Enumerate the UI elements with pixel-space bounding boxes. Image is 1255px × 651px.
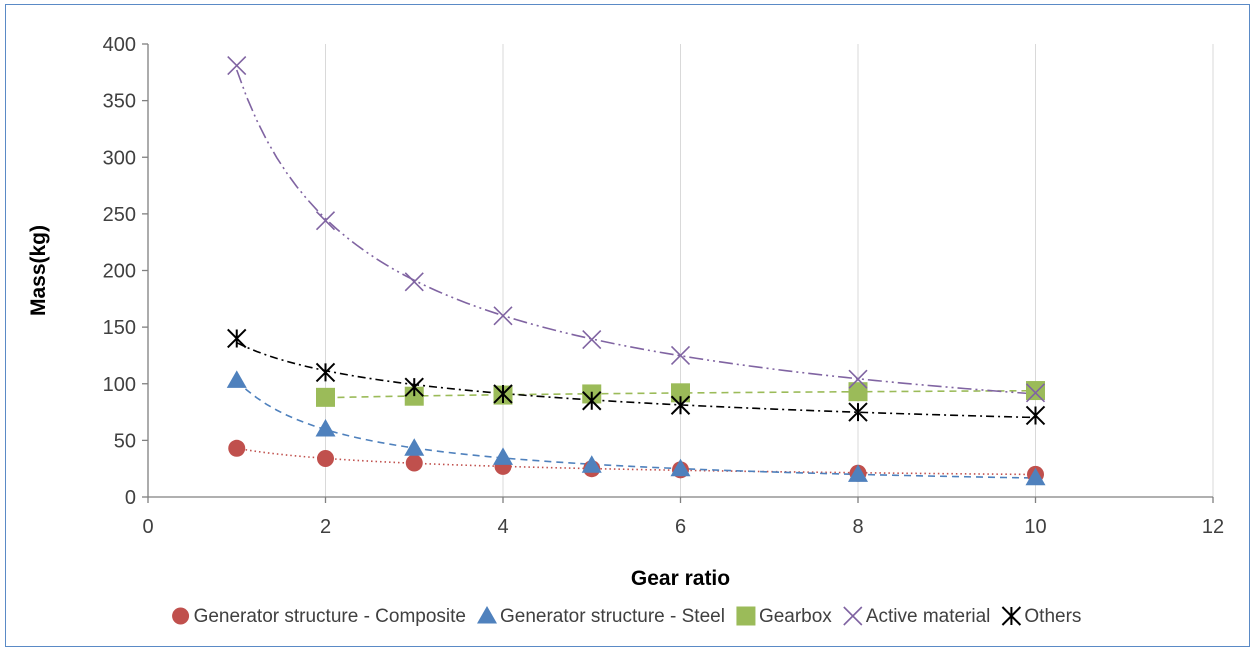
- legend-item-4: Others: [1001, 606, 1081, 627]
- y-tick-label: 300: [103, 147, 136, 169]
- x-tick-label: 12: [1202, 516, 1224, 538]
- data-point-series-3: [1025, 383, 1046, 403]
- data-point-series-2: [316, 387, 335, 407]
- trendlines: [235, 69, 1036, 479]
- data-point-series-3: [227, 55, 247, 76]
- legend-item-0: Generator structure - Composite: [172, 606, 466, 627]
- y-tick-label: 350: [103, 91, 136, 113]
- data-point-series-1: [404, 438, 425, 456]
- x-tick-label: 0: [142, 516, 153, 538]
- data-point-series-1: [1025, 467, 1046, 486]
- data-point-series-4: [493, 384, 513, 404]
- legend-marker-4: [1001, 606, 1022, 626]
- legend-item-1: Generator structure - Steel: [477, 606, 725, 627]
- legend-marker-0: [172, 607, 190, 625]
- data-point-series-3: [848, 369, 868, 389]
- data-point-series-0: [228, 439, 246, 457]
- trendline-series-2: [325, 389, 1036, 399]
- legend-item-2: Gearbox: [736, 606, 832, 627]
- data-point-series-1: [581, 455, 602, 473]
- x-tick-label: 4: [497, 516, 508, 538]
- legend-label: Generator structure - Steel: [500, 606, 725, 627]
- legend-marker-1: [477, 606, 498, 624]
- legend-label: Gearbox: [759, 606, 832, 627]
- data-point-series-0: [317, 449, 334, 467]
- data-point-series-0: [405, 454, 423, 472]
- x-tick-label: 6: [675, 516, 686, 538]
- legend-label: Active material: [866, 606, 991, 627]
- trendline-series-3: [235, 69, 1036, 395]
- x-axis-title: Gear ratio: [631, 567, 730, 590]
- data-point-series-4: [582, 391, 602, 411]
- data-point-series-2: [671, 383, 690, 403]
- data-point-series-1: [670, 458, 691, 477]
- data-point-series-4: [848, 402, 868, 422]
- y-axis-title: Mass(kg): [27, 225, 50, 316]
- y-tick-label: 150: [103, 317, 136, 339]
- chart-frame: [5, 4, 1250, 647]
- x-tick-label: 8: [852, 516, 863, 538]
- grid-lines: [325, 44, 1214, 497]
- trendline-series-1: [236, 379, 1036, 479]
- data-point-series-2: [1026, 381, 1045, 401]
- y-tick-label: 200: [103, 261, 136, 283]
- legend-marker-2: [736, 606, 756, 626]
- data-point-series-3: [670, 345, 691, 366]
- y-tick-label: 100: [103, 374, 136, 396]
- data-point-series-1: [848, 464, 868, 482]
- y-tick-label: 0: [125, 487, 136, 509]
- x-tick-label: 10: [1024, 516, 1046, 538]
- legend-label: Generator structure - Composite: [194, 606, 466, 627]
- data-points: [226, 55, 1046, 486]
- trendline-series-4: [236, 341, 1036, 419]
- legend-item-3: Active material: [843, 606, 991, 627]
- data-point-series-1: [493, 447, 513, 465]
- data-point-series-4: [1025, 405, 1046, 426]
- y-tick-label: 400: [103, 34, 136, 56]
- y-tick-label: 250: [103, 204, 136, 226]
- y-tick-label: 50: [114, 430, 136, 452]
- legend-label: Others: [1024, 606, 1081, 627]
- data-point-series-4: [404, 377, 424, 397]
- data-point-series-3: [404, 272, 424, 292]
- data-point-series-4: [227, 328, 247, 349]
- data-point-series-3: [315, 211, 336, 231]
- data-point-series-4: [670, 395, 691, 415]
- data-point-series-4: [315, 362, 336, 383]
- axes: 0 50 100 150 200 250 300 350 400 0 2 4 6 8 10 12: [103, 34, 1225, 538]
- x-tick-label: 2: [320, 516, 331, 538]
- legend: Generator structure - Composite Generator…: [172, 606, 1081, 627]
- data-point-series-3: [493, 306, 513, 326]
- data-point-series-2: [848, 382, 868, 402]
- legend-marker-3: [843, 606, 863, 626]
- trendline-series-0: [236, 447, 1036, 476]
- data-point-series-3: [582, 330, 602, 350]
- data-point-series-1: [226, 370, 247, 388]
- data-point-series-1: [315, 419, 336, 437]
